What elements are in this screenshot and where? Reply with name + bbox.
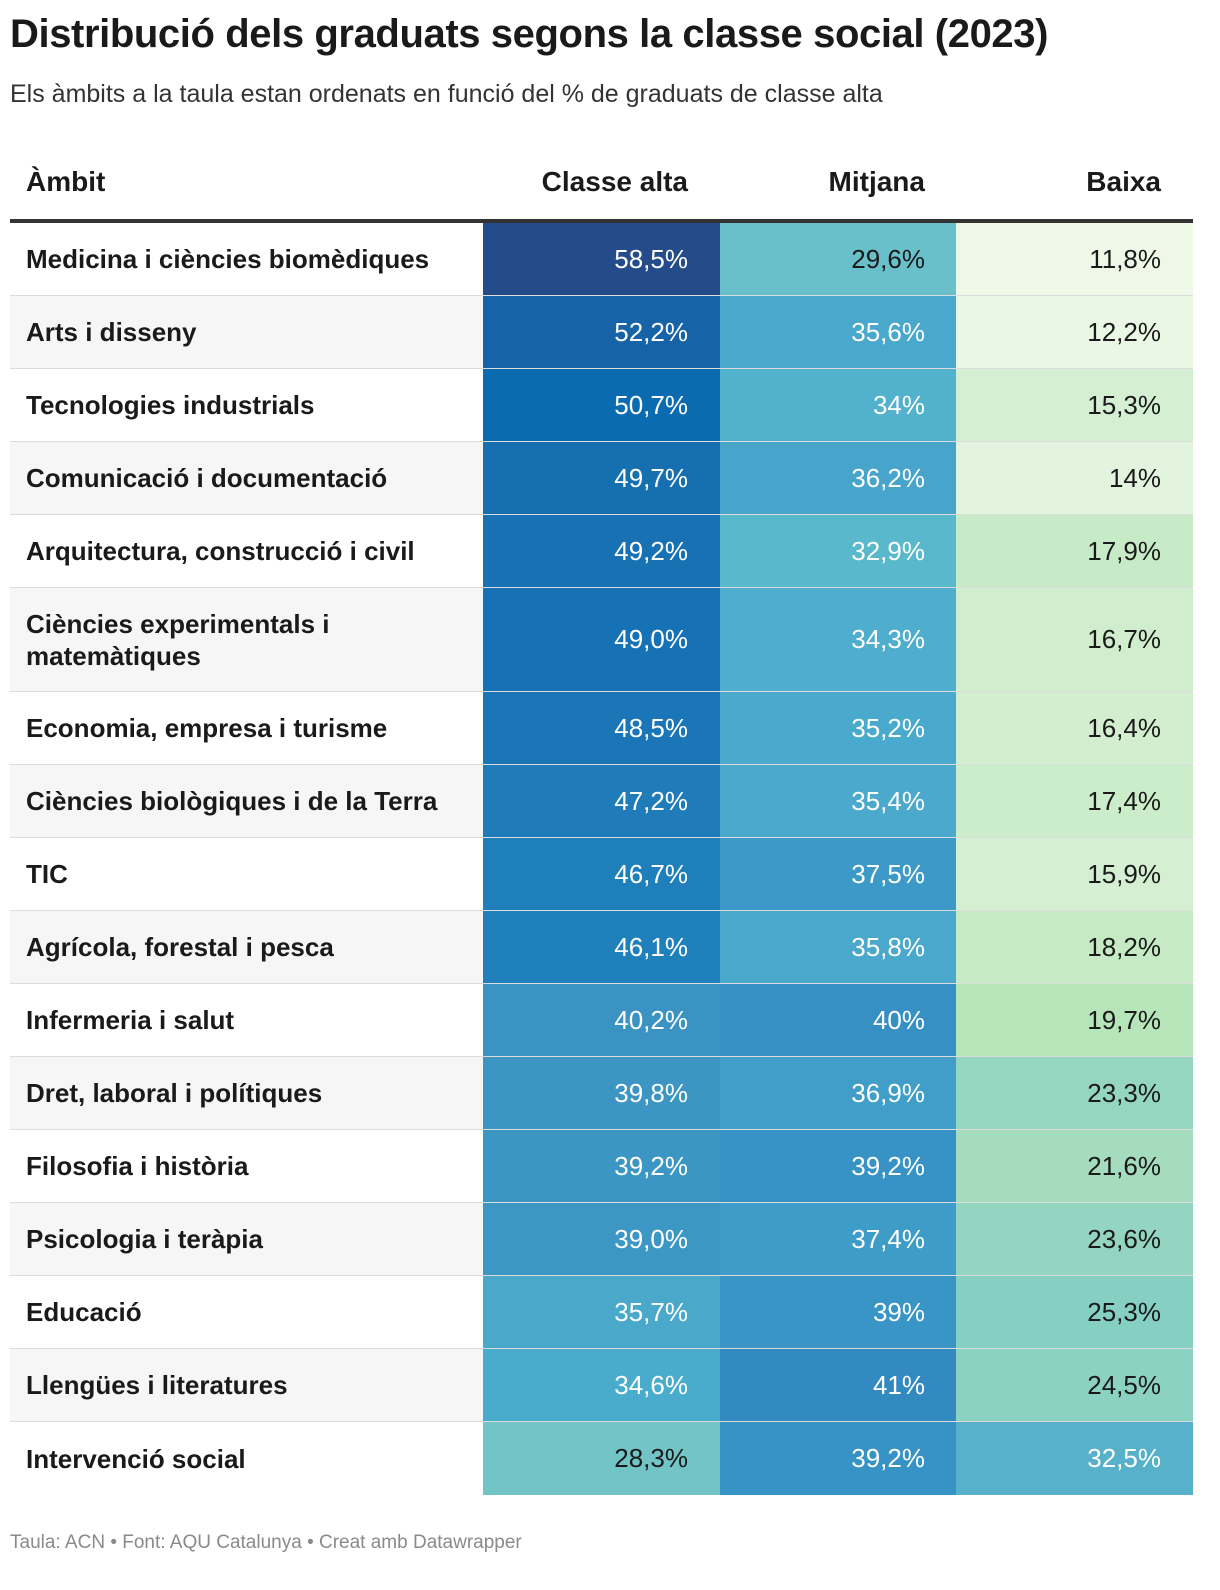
table-row: Arts i disseny 52,2% 35,6% 12,2% — [10, 296, 1193, 369]
cell-ambit: Ciències experimentals i matemàtiques — [26, 608, 330, 671]
cell-baixa: 14% — [956, 442, 1193, 514]
cell-mitjana: 35,2% — [720, 692, 957, 764]
cell-ambit: Psicologia i teràpia — [26, 1224, 263, 1254]
cell-mitjana: 39,2% — [720, 1130, 957, 1202]
cell-ambit: Filosofia i història — [26, 1151, 249, 1181]
table-row: Psicologia i teràpia 39,0% 37,4% 23,6% — [10, 1203, 1193, 1276]
cell-ambit: TIC — [26, 859, 68, 889]
cell-classe-alta: 28,3% — [483, 1422, 720, 1495]
cell-baixa: 23,3% — [956, 1057, 1193, 1129]
cell-ambit: Intervenció social — [26, 1443, 246, 1474]
cell-baixa: 32,5% — [956, 1422, 1193, 1495]
cell-baixa: 15,3% — [956, 369, 1193, 441]
cell-baixa: 21,6% — [956, 1130, 1193, 1202]
cell-ambit: Infermeria i salut — [26, 1005, 235, 1035]
cell-mitjana: 40% — [720, 984, 957, 1056]
table-row: Infermeria i salut 40,2% 40% 19,7% — [10, 984, 1193, 1057]
table-row: Agrícola, forestal i pesca 46,1% 35,8% 18,2… — [10, 911, 1193, 984]
cell-ambit: Agrícola, forestal i pesca — [26, 932, 334, 962]
cell-ambit: Tecnologies industrials — [26, 390, 315, 420]
cell-mitjana: 32,9% — [720, 515, 957, 587]
cell-mitjana: 35,6% — [720, 296, 957, 368]
cell-classe-alta: 50,7% — [483, 369, 720, 441]
table-body: Medicina i ciències biomèdiques 58,5% 29,6… — [10, 223, 1193, 1495]
column-header-baixa: Baixa — [1086, 166, 1161, 197]
cell-classe-alta: 40,2% — [483, 984, 720, 1056]
cell-ambit: Arts i disseny — [26, 317, 197, 347]
cell-ambit: Medicina i ciències biomèdiques — [26, 244, 430, 274]
cell-mitjana: 34% — [720, 369, 957, 441]
cell-classe-alta: 52,2% — [483, 296, 720, 368]
table-row: Comunicació i documentació 49,7% 36,2% 14% — [10, 442, 1193, 515]
cell-classe-alta: 49,7% — [483, 442, 720, 514]
cell-classe-alta: 39,0% — [483, 1203, 720, 1275]
cell-mitjana: 35,8% — [720, 911, 957, 983]
cell-baixa: 25,3% — [956, 1276, 1193, 1348]
table-row: Economia, empresa i turisme 48,5% 35,2% 16,… — [10, 692, 1193, 765]
chart-title: Distribució dels graduats segons la clas… — [10, 12, 1049, 56]
cell-baixa: 16,4% — [956, 692, 1193, 764]
cell-classe-alta: 49,2% — [483, 515, 720, 587]
cell-baixa: 18,2% — [956, 911, 1193, 983]
cell-mitjana: 37,5% — [720, 838, 957, 910]
cell-baixa: 19,7% — [956, 984, 1193, 1056]
table-row: Ciències experimentals i matemàtiques 49,… — [10, 588, 1193, 692]
cell-baixa: 16,7% — [956, 588, 1193, 691]
cell-ambit: Comunicació i documentació — [26, 463, 388, 493]
table-row: Intervenció social 28,3% 39,2% 32,5% — [10, 1422, 1193, 1495]
cell-ambit: Ciències biològiques i de la Terra — [26, 786, 438, 816]
cell-mitjana: 29,6% — [720, 223, 957, 295]
column-header-classe-alta: Classe alta — [541, 166, 688, 197]
cell-mitjana: 39% — [720, 1276, 957, 1348]
cell-mitjana: 36,9% — [720, 1057, 957, 1129]
table-row: Educació 35,7% 39% 25,3% — [10, 1276, 1193, 1349]
cell-classe-alta: 49,0% — [483, 588, 720, 691]
cell-mitjana: 36,2% — [720, 442, 957, 514]
column-header-mitjana: Mitjana — [828, 166, 925, 197]
cell-baixa: 17,9% — [956, 515, 1193, 587]
cell-ambit: Educació — [26, 1297, 142, 1327]
cell-ambit: Llengües i literatures — [26, 1370, 288, 1400]
chart-subtitle: Els àmbits a la taula estan ordenats en … — [10, 80, 883, 108]
cell-classe-alta: 46,1% — [483, 911, 720, 983]
cell-baixa: 23,6% — [956, 1203, 1193, 1275]
column-header-ambit: Àmbit — [26, 166, 106, 197]
table-row: Arquitectura, construcció i civil 49,2% 32… — [10, 515, 1193, 588]
cell-classe-alta: 39,8% — [483, 1057, 720, 1129]
cell-baixa: 12,2% — [956, 296, 1193, 368]
cell-classe-alta: 48,5% — [483, 692, 720, 764]
cell-mitjana: 41% — [720, 1349, 957, 1421]
cell-classe-alta: 35,7% — [483, 1276, 720, 1348]
cell-classe-alta: 34,6% — [483, 1349, 720, 1421]
cell-ambit: Economia, empresa i turisme — [26, 713, 388, 743]
footer-credits: Taula: ACN • Font: AQU Catalunya • Creat… — [10, 1532, 522, 1553]
cell-classe-alta: 58,5% — [483, 223, 720, 295]
cell-baixa: 24,5% — [956, 1349, 1193, 1421]
cell-ambit: Dret, laboral i polítiques — [26, 1078, 323, 1108]
cell-mitjana: 34,3% — [720, 588, 957, 691]
cell-ambit: Arquitectura, construcció i civil — [26, 536, 415, 566]
cell-classe-alta: 47,2% — [483, 765, 720, 837]
cell-baixa: 15,9% — [956, 838, 1193, 910]
table-row: Medicina i ciències biomèdiques 58,5% 29,6… — [10, 223, 1193, 296]
table-row: Filosofia i història 39,2% 39,2% 21,6% — [10, 1130, 1193, 1203]
table-row: Dret, laboral i polítiques 39,8% 36,9% 23,3… — [10, 1057, 1193, 1130]
cell-classe-alta: 46,7% — [483, 838, 720, 910]
cell-baixa: 17,4% — [956, 765, 1193, 837]
cell-baixa: 11,8% — [956, 223, 1193, 295]
table-row: Ciències biològiques i de la Terra 47,2% 3… — [10, 765, 1193, 838]
cell-mitjana: 35,4% — [720, 765, 957, 837]
cell-mitjana: 37,4% — [720, 1203, 957, 1275]
cell-mitjana: 39,2% — [720, 1422, 957, 1495]
table-row: TIC 46,7% 37,5% 15,9% — [10, 838, 1193, 911]
table-row: Llengües i literatures 34,6% 41% 24,5% — [10, 1349, 1193, 1422]
table-row: Tecnologies industrials 50,7% 34% 15,3% — [10, 369, 1193, 442]
cell-classe-alta: 39,2% — [483, 1130, 720, 1202]
table-header: Àmbit Classe alta Mitjana Baixa — [10, 150, 1193, 223]
